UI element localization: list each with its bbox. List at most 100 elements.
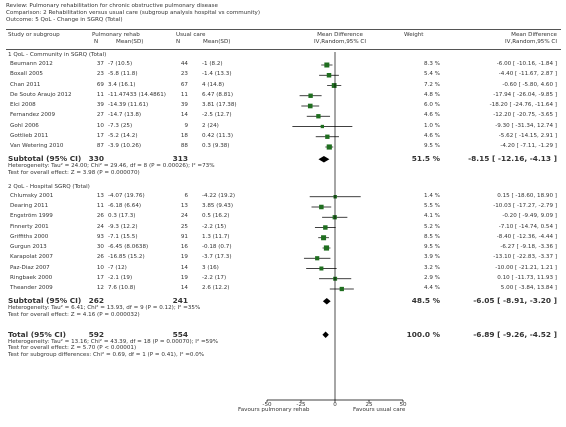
study-weight: 4.4 % — [424, 285, 440, 291]
point-square — [319, 266, 324, 271]
study-n1: 26 — [96, 254, 104, 261]
study-n1: 10 — [96, 264, 104, 271]
point-square — [323, 225, 328, 230]
study-n2: 44 — [180, 61, 188, 67]
study-ci: -0.20 [ -9.49, 9.09 ] — [502, 213, 557, 220]
study-weight: 1.4 % — [424, 192, 440, 199]
study-ci: -10.00 [ -21.21, 1.21 ] — [495, 264, 557, 271]
study-ci: 0.15 [ -18.60, 18.90 ] — [497, 192, 557, 199]
point-square — [326, 144, 332, 150]
x-tick-label: 50 — [399, 402, 407, 408]
study-ci: -8.40 [ -12.36, -4.44 ] — [496, 233, 557, 240]
study-n1: 10 — [96, 122, 104, 129]
study-mean1: -5.8 (11.8) — [108, 71, 138, 78]
study-n1: 23 — [96, 71, 104, 78]
study-mean2: 4 (14.8) — [202, 81, 225, 88]
study-mean1: -7.3 (25) — [108, 122, 133, 129]
subtotal-diamond — [318, 155, 330, 163]
subtotal-label: Subtotal (95% CI) — [8, 296, 82, 306]
study-ci: -10.03 [ -17.27, -2.79 ] — [493, 203, 557, 209]
subgroup-title: 2 QoL - Hospital SGRQ (Total) — [8, 183, 90, 190]
subgroup-difference-test: Test for subgroup differences: Chi² = 0.… — [8, 351, 205, 358]
study-n2: 11 — [180, 91, 188, 98]
study-ci: 5.00 [ -3.84, 13.84 ] — [500, 285, 557, 291]
study-mean1: -5.2 (14.2) — [108, 132, 138, 139]
study-n1: 87 — [96, 143, 104, 149]
subtotal-n2: 313 — [172, 154, 188, 164]
study-n1: 30 — [96, 244, 104, 250]
subtotal-label: Subtotal (95% CI) — [8, 154, 82, 164]
total-weight: 100.0 % — [406, 329, 440, 339]
study-name: Theander 2009 — [10, 285, 53, 291]
study-name: Boxall 2005 — [10, 71, 43, 78]
study-name: Griffiths 2000 — [10, 233, 49, 240]
x-tick-label: 0 — [333, 402, 337, 408]
study-name: Gottlieb 2011 — [10, 132, 49, 139]
study-n1: 24 — [96, 223, 104, 230]
point-square — [339, 286, 344, 292]
study-weight: 8.5 % — [424, 233, 440, 240]
study-mean2: 1.3 (11.7) — [202, 233, 230, 240]
study-mean2: 0.3 (9.38) — [202, 143, 230, 149]
subgroup-title: 1 QoL - Community in SGRQ (Total) — [8, 52, 107, 58]
total-n1: 592 — [88, 329, 104, 339]
study-weight: 4.6 % — [424, 112, 440, 119]
point-square — [331, 83, 337, 88]
subtotal-weight: 51.5 % — [411, 154, 440, 164]
col-group1: Pulmonary rehab — [92, 32, 140, 38]
study-mean2: -2.2 (17) — [202, 274, 227, 281]
study-n1: 17 — [96, 132, 104, 139]
study-mean1: -6.45 (8.0638) — [108, 244, 149, 250]
study-n2: 19 — [180, 274, 188, 281]
study-n1: 69 — [96, 81, 104, 88]
total-overall-effect: Test for overall effect: Z = 5.70 (P < 0… — [8, 345, 137, 352]
study-mean2: -4.22 (19.2) — [202, 192, 236, 199]
study-mean2: -1.4 (13.3) — [202, 71, 232, 78]
subtotal-weight: 48.5 % — [411, 296, 440, 306]
study-name: Engström 1999 — [10, 213, 53, 220]
study-mean1: -14.7 (13.8) — [108, 112, 142, 119]
study-mean1: -4.07 (19.76) — [108, 192, 145, 199]
study-mean1: -7 (12) — [108, 264, 127, 271]
study-n1: 37 — [96, 61, 104, 67]
col-md-title: Mean Difference — [317, 32, 363, 38]
study-mean1: 0.3 (17.3) — [108, 213, 136, 220]
study-name: Paz-Diaz 2007 — [10, 264, 50, 271]
study-weight: 4.8 % — [424, 91, 440, 98]
study-mean1: -11.47433 (14.4861) — [108, 91, 166, 98]
study-name: Karapolat 2007 — [10, 254, 53, 261]
outcome-line: Outcome: 5 QoL - Change in SGRQ (Total) — [6, 17, 123, 23]
study-n1: 93 — [96, 233, 104, 240]
total-diamond — [322, 331, 329, 339]
col-mean2: Mean(SD) — [203, 39, 231, 45]
study-weight: 1.0 % — [424, 122, 440, 129]
study-weight: 3.2 % — [424, 264, 440, 271]
study-mean2: 6.47 (8.81) — [202, 91, 234, 98]
study-name: Finnerty 2001 — [10, 223, 49, 230]
col-group2: Usual care — [176, 32, 206, 38]
point-square — [316, 114, 321, 119]
col-md-sub: IV,Random,95% CI — [314, 39, 366, 45]
study-weight: 4.6 % — [424, 132, 440, 139]
col-n2: N — [176, 39, 181, 45]
point-square — [325, 134, 330, 139]
point-square — [326, 73, 332, 78]
point-square — [324, 62, 330, 68]
study-ci: -6.27 [ -9.18, -3.36 ] — [500, 244, 557, 250]
study-name: Elci 2008 — [10, 102, 36, 108]
favours-right: Favours usual care — [353, 407, 406, 413]
point-square — [319, 204, 324, 210]
study-n2: 14 — [180, 285, 188, 291]
point-square — [308, 93, 313, 98]
study-mean2: -2.2 (15) — [202, 223, 227, 230]
study-name: Ringbaek 2000 — [10, 274, 53, 281]
total-label: Total (95% CI) — [8, 329, 66, 339]
header-bottom-rule — [6, 49, 561, 50]
study-n1: 11 — [96, 91, 104, 98]
study-mean2: 3 (16) — [202, 264, 219, 271]
study-mean2: 0.5 (16.2) — [202, 213, 230, 220]
subtotal-ci: -6.05 [ -8.91, -3.20 ] — [473, 296, 557, 306]
col-weight: Weight — [404, 32, 424, 38]
study-weight: 9.5 % — [424, 143, 440, 149]
study-name: Gurgun 2013 — [10, 244, 47, 250]
